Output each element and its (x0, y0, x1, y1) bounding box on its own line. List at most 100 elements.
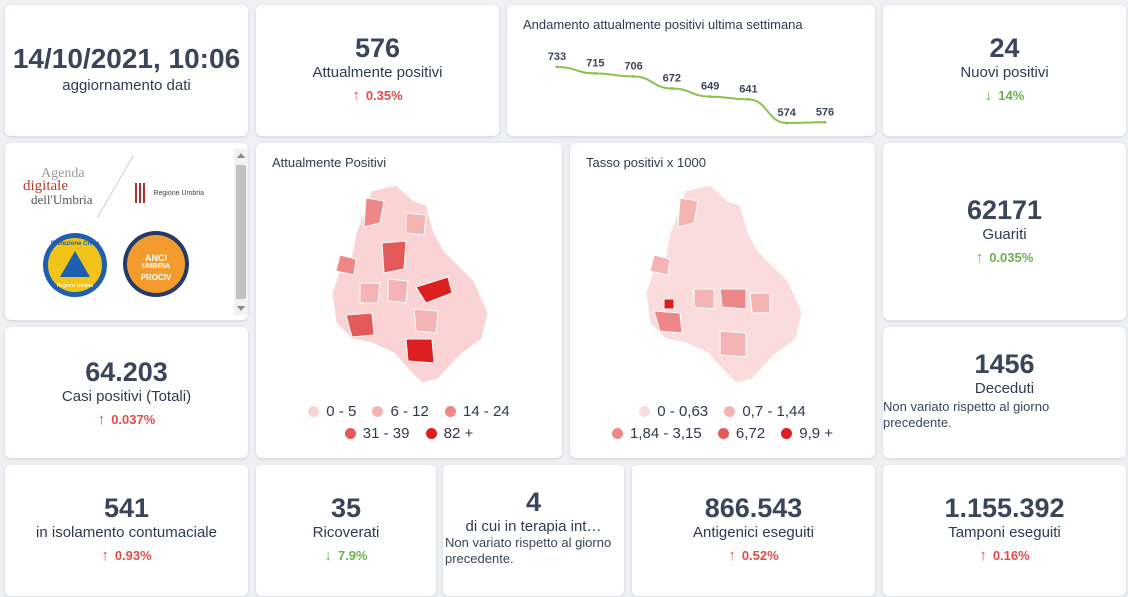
attualmente-positivi-value: 576 (354, 33, 401, 63)
line-chart: 733 715 706 672 649 641 574 576 (548, 51, 834, 125)
update-label: aggiornamento dati (62, 77, 191, 94)
data-label: 649 (701, 81, 719, 93)
data-label: 641 (739, 83, 757, 95)
arrow-up-icon: ↑ (975, 249, 984, 266)
data-label: 672 (663, 72, 681, 84)
regione-emblem-icon (135, 183, 147, 203)
antigenici-delta: ↑ 0.52% (728, 547, 779, 564)
nuovi-positivi-value: 24 (989, 33, 1020, 63)
arrow-up-icon: ↑ (352, 87, 360, 104)
scrollbar-thumb[interactable] (236, 165, 246, 299)
legend-item: 0 - 0,63 (639, 403, 708, 420)
data-point (670, 86, 674, 90)
casi-totali-value: 64.203 (85, 357, 168, 387)
scroll-up-icon[interactable] (237, 153, 245, 158)
legend-item: 9,9 + (781, 425, 833, 442)
deceduti-note: Non variato rispetto al giorno precedent… (883, 399, 1050, 430)
anci-prociv-logo: ANCI UMBRIA PROCIV (123, 231, 189, 297)
isolamento-card: 541 in isolamento contumaciale ↑ 0.93% (5, 465, 248, 596)
antigenici-label: Antigenici eseguiti (693, 524, 814, 541)
tamponi-label: Tamponi eseguiti (948, 524, 1061, 541)
ricoverati-card: 35 Ricoverati ↓ 7.9% (256, 465, 436, 596)
legend-item: 14 - 24 (445, 403, 510, 420)
arrow-up-icon: ↑ (979, 547, 987, 564)
map-positivi-card: Attualmente Positivi 0 - 5 6 - 12 14 - 2… (256, 143, 562, 458)
data-label: 733 (548, 51, 566, 63)
data-point (746, 97, 750, 101)
logos-card: Agenda digitale dell'Umbria Regione Umbr… (5, 143, 248, 320)
nuovi-positivi-delta: ↓ 14% (984, 87, 1025, 104)
data-point (708, 95, 712, 99)
isolamento-label: in isolamento contumaciale (36, 524, 217, 541)
map-tasso-legend: 0 - 0,63 0,7 - 1,44 1,84 - 3,15 6,72 9,9… (570, 401, 875, 445)
terapia-note: Non variato rispetto al giorno precedent… (445, 535, 612, 566)
protezione-civile-logo: Protezione Civile Regione Umbria (43, 233, 107, 297)
umbria-map-positivi (331, 184, 489, 384)
legend-item: 31 - 39 (344, 425, 409, 442)
regione-umbria-logo: Regione Umbria (135, 183, 225, 207)
agenda-digitale-logo: Agenda digitale dell'Umbria (23, 166, 93, 207)
deceduti-card: 1456 Deceduti Non variato rispetto al gi… (883, 327, 1126, 458)
map-tasso-title: Tasso positivi x 1000 (586, 155, 706, 170)
legend-item: 6 - 12 (372, 403, 429, 420)
andamento-card: Andamento attualmente positivi ultima se… (507, 5, 875, 136)
guariti-card: 62171 Guariti ↑ 0.035% (883, 143, 1126, 320)
tamponi-value: 1.155.392 (944, 493, 1065, 523)
deceduti-label: Deceduti (974, 380, 1035, 397)
legend-item: 1,84 - 3,15 (611, 425, 702, 442)
arrow-up-icon: ↑ (97, 411, 106, 428)
data-label: 576 (816, 106, 834, 118)
map-positivi-legend: 0 - 5 6 - 12 14 - 24 31 - 39 82 + (256, 401, 562, 445)
nuovi-positivi-card: 24 Nuovi positivi ↓ 14% (883, 5, 1126, 136)
ricoverati-value: 35 (330, 493, 362, 523)
logos-scrollbar[interactable] (234, 149, 248, 315)
scroll-down-icon[interactable] (237, 306, 245, 311)
attualmente-positivi-card: 576 Attualmente positivi ↑ 0.35% (256, 5, 499, 136)
data-point (593, 71, 597, 75)
casi-totali-delta: ↑ 0.037% (97, 411, 156, 428)
terapia-card: 4 di cui in terapia int… Non variato ris… (443, 465, 624, 596)
ricoverati-label: Ricoverati (312, 524, 380, 541)
attualmente-positivi-delta: ↑ 0.35% (352, 87, 403, 104)
terapia-value: 4 (525, 487, 542, 517)
isolamento-delta: ↑ 0.93% (101, 547, 152, 564)
ricoverati-delta: ↓ 7.9% (324, 547, 368, 564)
update-datetime: 14/10/2021, 10:06 (12, 43, 241, 74)
arrow-down-icon: ↓ (984, 87, 993, 104)
map-positivi-title: Attualmente Positivi (272, 155, 387, 170)
isolamento-value: 541 (103, 493, 150, 523)
update-card: 14/10/2021, 10:06 aggiornamento dati (5, 5, 248, 136)
data-point (823, 120, 827, 124)
nuovi-positivi-label: Nuovi positivi (960, 64, 1049, 81)
series-line (556, 66, 826, 125)
legend-item: 0,7 - 1,44 (724, 403, 806, 420)
tamponi-delta: ↑ 0.16% (979, 547, 1030, 564)
data-point (785, 121, 789, 125)
legend-item: 82 + (425, 425, 473, 442)
guariti-delta: ↑ 0.035% (975, 249, 1034, 266)
deceduti-value: 1456 (974, 349, 1035, 379)
arrow-up-icon: ↑ (728, 547, 736, 564)
data-label: 706 (624, 61, 642, 73)
triangle-icon (60, 251, 90, 277)
arrow-down-icon: ↓ (324, 547, 332, 564)
legend-item: 0 - 5 (308, 403, 356, 420)
attualmente-positivi-label: Attualmente positivi (312, 64, 443, 81)
legend-item: 6,72 (717, 425, 765, 442)
data-label: 574 (778, 107, 797, 119)
andamento-title: Andamento attualmente positivi ultima se… (523, 17, 803, 32)
map-tasso-card: Tasso positivi x 1000 0 - 0,63 0,7 - 1,4… (570, 143, 875, 458)
data-label: 715 (586, 57, 604, 69)
antigenici-card: 866.543 Antigenici eseguiti ↑ 0.52% (632, 465, 875, 596)
antigenici-value: 866.543 (704, 493, 803, 523)
guariti-value: 62171 (966, 195, 1043, 225)
casi-totali-card: 64.203 Casi positivi (Totali) ↑ 0.037% (5, 327, 248, 458)
casi-totali-label: Casi positivi (Totali) (61, 388, 192, 405)
arrow-up-icon: ↑ (101, 547, 109, 564)
terapia-label: di cui in terapia int… (465, 518, 602, 535)
tamponi-card: 1.155.392 Tamponi eseguiti ↑ 0.16% (883, 465, 1126, 596)
data-point (632, 75, 636, 79)
umbria-map-tasso (645, 184, 803, 384)
guariti-label: Guariti (982, 226, 1027, 243)
data-point (555, 65, 559, 69)
